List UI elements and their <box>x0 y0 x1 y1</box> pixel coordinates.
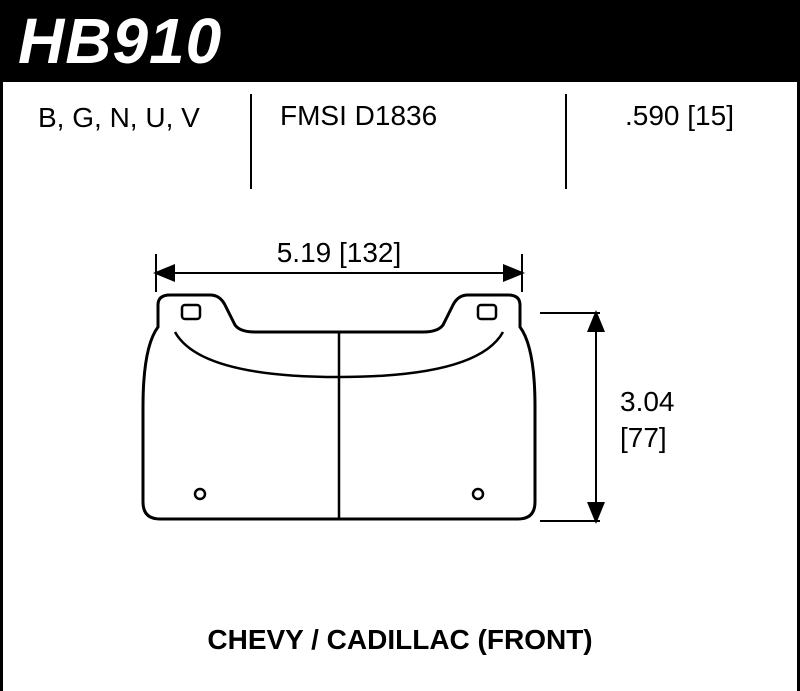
spec-divider-1 <box>250 94 252 189</box>
height-value: 3.04 [77] <box>620 384 675 457</box>
diagram-area: 5.19 [132] 3.04 [77] <box>0 192 800 652</box>
arrow-up-icon <box>587 310 605 332</box>
fmsi-code: FMSI D1836 <box>280 100 437 132</box>
spec-divider-2 <box>565 94 567 189</box>
width-dimension: 5.19 [132] <box>155 242 523 282</box>
brake-pad-outline <box>140 287 538 527</box>
height-inches: 3.04 <box>620 384 675 420</box>
arrow-down-icon <box>587 502 605 524</box>
spec-row: B, G, N, U, V FMSI D1836 .590 [15] <box>0 82 800 192</box>
width-dim-line <box>155 272 523 274</box>
application-label: CHEVY / CADILLAC (FRONT) <box>0 624 800 656</box>
compounds-list: B, G, N, U, V <box>38 100 238 136</box>
height-dim-line <box>595 312 597 522</box>
height-mm: [77] <box>620 420 675 456</box>
width-value: 5.19 [132] <box>155 237 523 269</box>
height-dimension: 3.04 [77] <box>580 312 720 522</box>
thickness-spec: .590 [15] <box>625 100 734 132</box>
